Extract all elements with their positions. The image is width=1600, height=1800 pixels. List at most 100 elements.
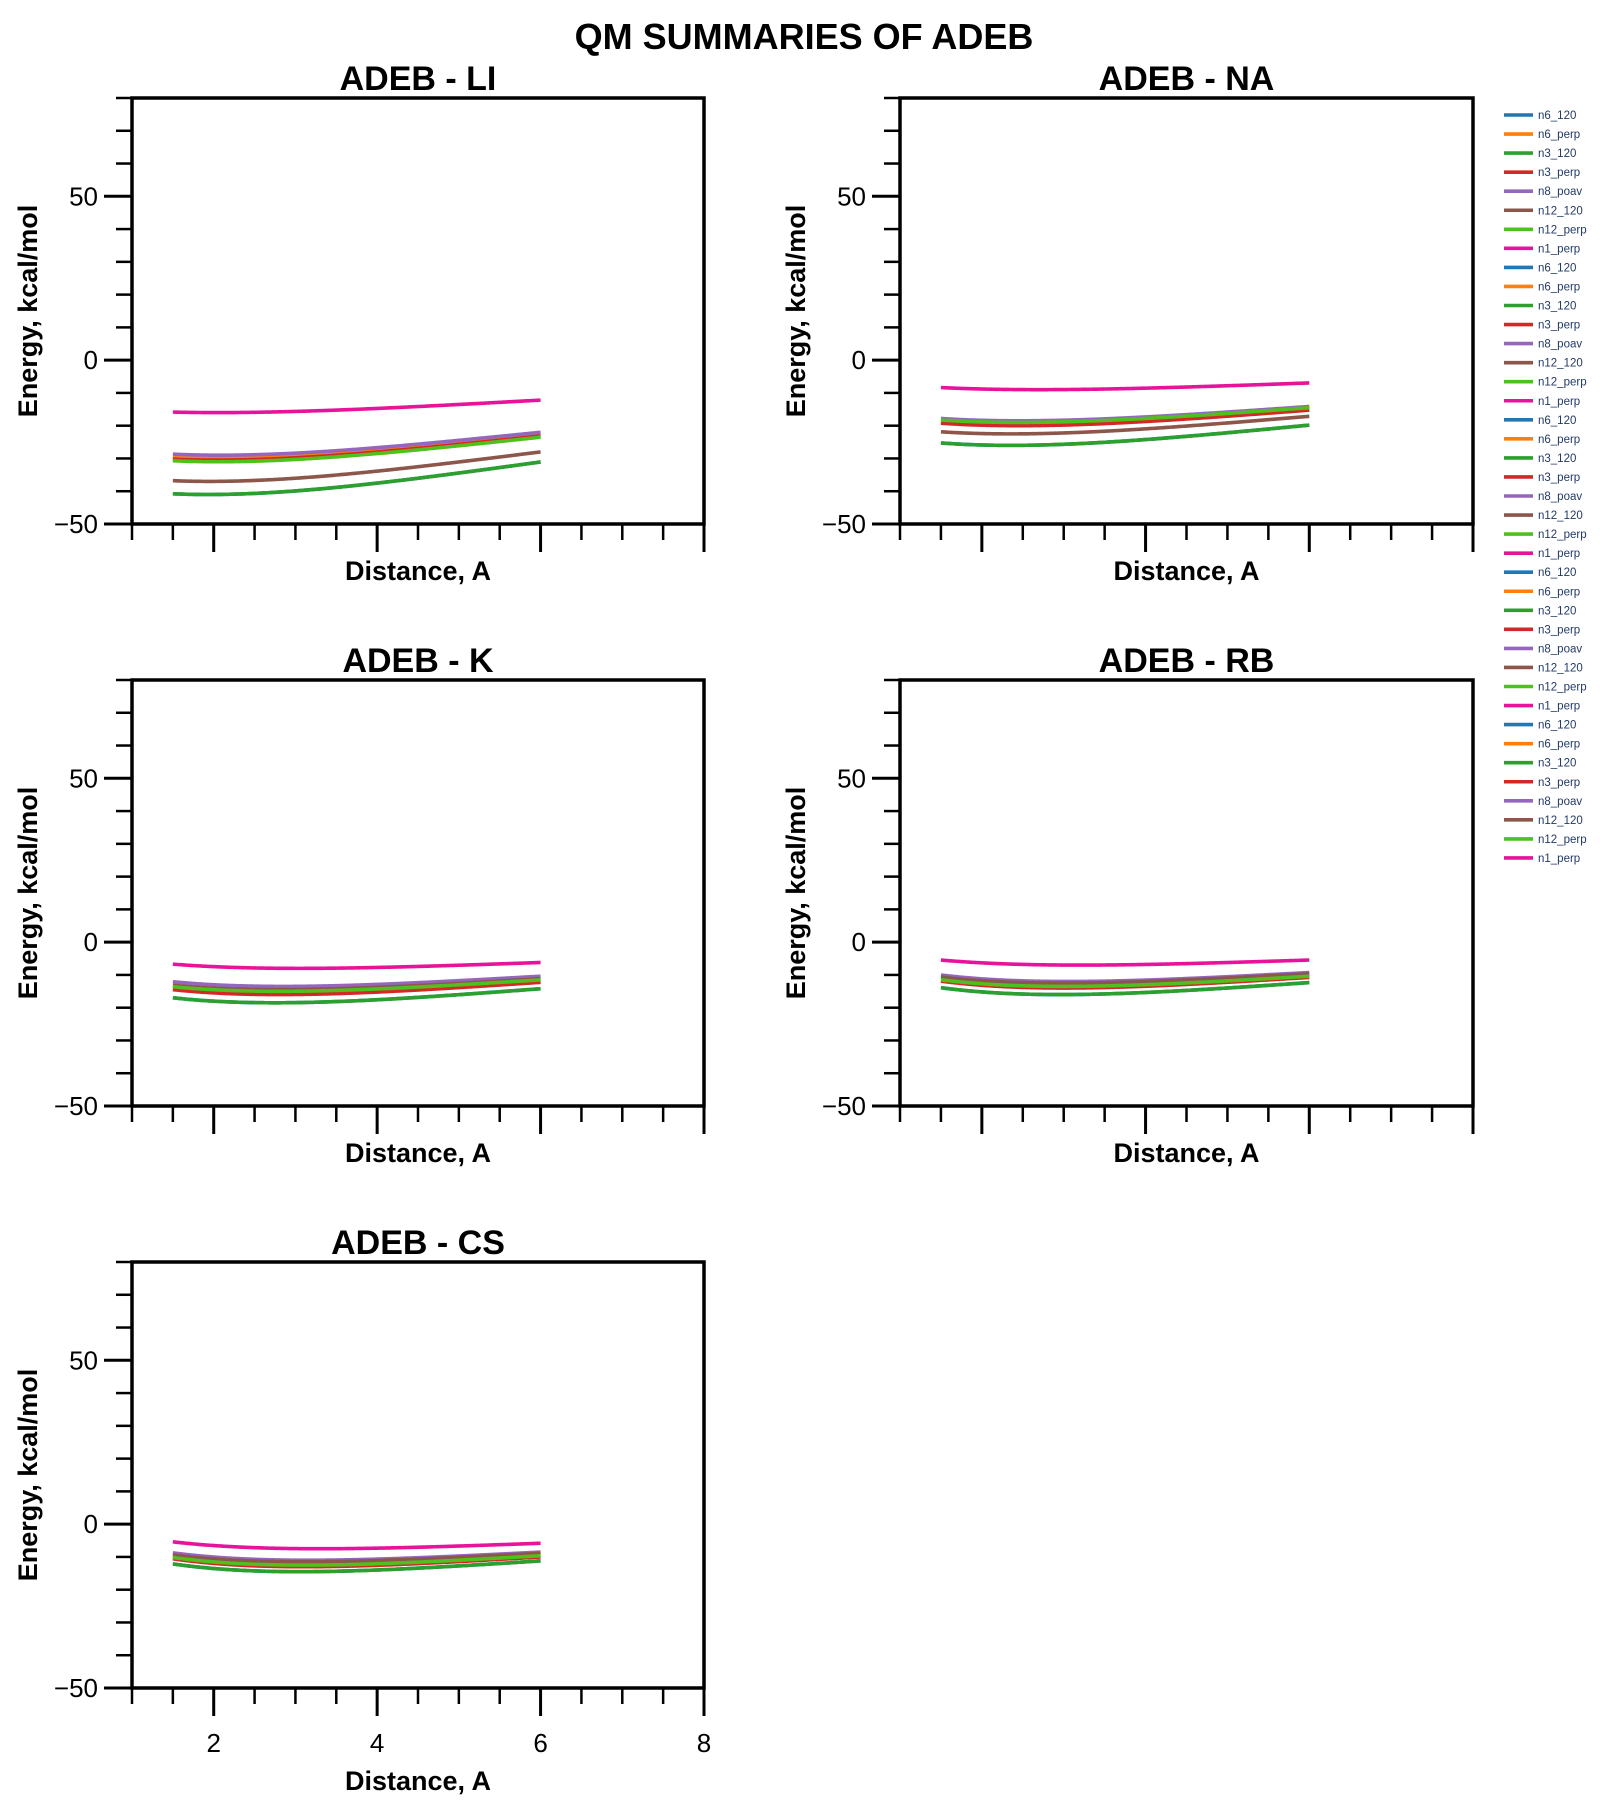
legend-label: n12_perp: [1538, 377, 1587, 389]
y-tick-label: 50: [69, 181, 98, 211]
legend-label: n6_120: [1538, 720, 1576, 732]
legend-item: n8_poav: [1504, 796, 1582, 808]
legend-item: n12_120: [1504, 662, 1583, 674]
series-line-n12_120: [172, 1551, 541, 1564]
series-group: [940, 958, 1310, 997]
series-group: [172, 960, 541, 1005]
legend-label: n12_120: [1538, 662, 1583, 674]
legend: n6_120 n6_perp n3_120 n3_perp n8_poav n12_120…: [1504, 110, 1587, 865]
series-line-n12_perp: [940, 405, 1310, 425]
y-tick-label: −50: [54, 509, 98, 539]
legend-label: n6_120: [1538, 415, 1576, 427]
legend-label: n6_perp: [1538, 434, 1580, 446]
legend-label: n6_perp: [1538, 739, 1580, 751]
legend-label: n8_poav: [1538, 339, 1582, 351]
legend-item: n3_perp: [1504, 624, 1580, 636]
series-line-n12_120: [172, 450, 541, 484]
y-tick-label: 0: [84, 1509, 98, 1539]
legend-item: n12_120: [1504, 510, 1583, 522]
legend-label: n6_120: [1538, 110, 1576, 122]
series-line-n8_poav: [172, 430, 541, 457]
series-line-n3_perp: [940, 408, 1310, 428]
series-line-n12_120: [940, 971, 1310, 985]
legend-item: n8_poav: [1504, 491, 1582, 503]
legend-item: n12_perp: [1504, 834, 1587, 846]
legend-item: n3_120: [1504, 605, 1576, 617]
panel-5: −50 0 50 2 4 6 8 ADEB - CS Distance, A Energy, kc…: [13, 1224, 711, 1796]
x-axis-label: Distance, A: [1113, 556, 1259, 586]
legend-label: n6_120: [1538, 567, 1576, 579]
legend-item: n6_120: [1504, 720, 1576, 732]
legend-item: n12_perp: [1504, 377, 1587, 389]
y-axis-label: Energy, kcal/mol: [13, 205, 43, 418]
series-group: [172, 398, 541, 497]
legend-label: n3_120: [1538, 758, 1576, 770]
series-group: [940, 381, 1310, 448]
legend-label: n8_poav: [1538, 186, 1582, 198]
legend-item: n3_perp: [1504, 777, 1580, 789]
legend-label: n1_perp: [1538, 396, 1580, 408]
y-tick-label: 50: [837, 181, 866, 211]
series-line-n3_120: [940, 980, 1310, 997]
y-tick-label: −50: [822, 1091, 866, 1121]
plot-frame: [898, 678, 1475, 1108]
plot-frame: [130, 1260, 706, 1690]
x-axis-label: Distance, A: [345, 1138, 491, 1168]
legend-item: n3_120: [1504, 301, 1576, 313]
legend-item: n1_perp: [1504, 701, 1580, 713]
x-tick-label: 6: [533, 1728, 547, 1758]
series-group: [172, 1540, 541, 1574]
series-line-n3_120: [172, 986, 541, 1005]
series-line-n1_perp: [172, 398, 541, 415]
series-line-n1_perp: [940, 958, 1310, 967]
legend-label: n12_120: [1538, 205, 1583, 217]
legend-item: n12_120: [1504, 815, 1583, 827]
legend-label: n12_perp: [1538, 834, 1587, 846]
y-tick-label: 0: [84, 345, 98, 375]
legend-label: n3_120: [1538, 148, 1576, 160]
legend-label: n3_perp: [1538, 624, 1580, 636]
legend-label: n3_perp: [1538, 472, 1580, 484]
legend-item: n1_perp: [1504, 853, 1580, 865]
y-tick-label: 0: [852, 345, 866, 375]
legend-item: n6_120: [1504, 415, 1576, 427]
y-axis-label: Energy, kcal/mol: [781, 205, 811, 418]
x-axis-label: Distance, A: [1113, 1138, 1259, 1168]
legend-item: n1_perp: [1504, 243, 1580, 255]
y-tick-label: −50: [822, 509, 866, 539]
series-line-n12_perp: [172, 978, 541, 994]
legend-label: n12_perp: [1538, 529, 1587, 541]
legend-item: n6_120: [1504, 262, 1576, 274]
legend-item: n6_perp: [1504, 129, 1580, 141]
x-tick-label: 4: [370, 1728, 384, 1758]
legend-item: n3_perp: [1504, 167, 1580, 179]
series-line-n12_120: [940, 414, 1310, 436]
legend-label: n3_120: [1538, 605, 1576, 617]
legend-item: n3_120: [1504, 758, 1576, 770]
legend-label: n3_120: [1538, 453, 1576, 465]
legend-item: n12_perp: [1504, 529, 1587, 541]
legend-label: n12_perp: [1538, 682, 1587, 694]
legend-item: n12_120: [1504, 205, 1583, 217]
x-tick-label: 2: [206, 1728, 220, 1758]
series-line-n3_120: [172, 1559, 541, 1574]
legend-label: n6_perp: [1538, 129, 1580, 141]
panel-title: ADEB - NA: [1099, 60, 1275, 98]
legend-item: n3_perp: [1504, 472, 1580, 484]
series-line-n12_perp: [172, 1553, 541, 1567]
legend-label: n8_poav: [1538, 796, 1582, 808]
panel-title: ADEB - CS: [331, 1224, 505, 1262]
y-tick-label: −50: [54, 1673, 98, 1703]
legend-item: n3_perp: [1504, 320, 1580, 332]
series-line-n6_120: [172, 460, 541, 497]
series-line-n1_perp: [940, 381, 1310, 392]
y-axis-label: Energy, kcal/mol: [13, 1369, 43, 1582]
y-tick-label: 50: [69, 763, 98, 793]
y-tick-label: 50: [69, 1345, 98, 1375]
legend-label: n12_120: [1538, 358, 1583, 370]
legend-item: n6_120: [1504, 567, 1576, 579]
panel-4: −50 0 50 ADEB - RB Distance, A Energy, kcal/m…: [781, 642, 1475, 1168]
legend-label: n3_perp: [1538, 167, 1580, 179]
legend-item: n1_perp: [1504, 548, 1580, 560]
